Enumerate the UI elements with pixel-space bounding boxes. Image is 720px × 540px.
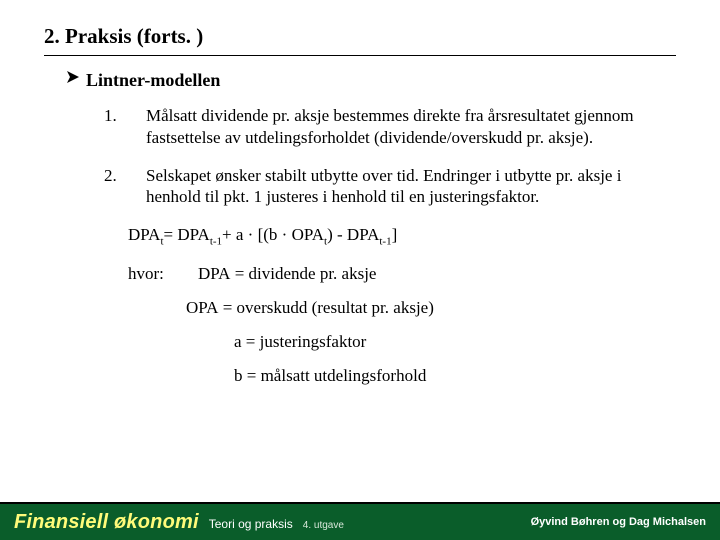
footer-authors: Øyvind Bøhren og Dag Michalsen — [531, 516, 706, 528]
def-rhs: = overskudd (resultat pr. aksje) — [223, 297, 434, 319]
eq-sub: t-1 — [379, 235, 391, 247]
subheading-row: Lintner-modellen — [66, 70, 676, 91]
def-lhs: a — [234, 331, 242, 353]
list-item-text: Selskapet ønsker stabilt utbytte over ti… — [146, 165, 666, 209]
list-item: 2. Selskapet ønsker stabilt utbytte over… — [104, 165, 666, 209]
list-item-number: 2. — [104, 165, 122, 209]
definition-row: b = målsatt utdelingsforhold — [234, 365, 676, 387]
definitions: hvor: DPA = dividende pr. aksje OPA = ov… — [128, 263, 676, 387]
def-lhs: OPA — [186, 297, 218, 319]
list-item-text: Målsatt dividende pr. aksje bestemmes di… — [146, 105, 666, 149]
equation-block: DPAt= DPAt-1+ a · [(b · OPAt) - DPAt-1] … — [128, 224, 676, 387]
eq-var: DPA — [128, 225, 160, 244]
eq-text: + a · [(b · OPA — [222, 225, 324, 244]
def-lhs: DPA — [198, 263, 230, 285]
definition-row: OPA = overskudd (resultat pr. aksje) — [186, 297, 676, 319]
list-item: 1. Målsatt dividende pr. aksje bestemmes… — [104, 105, 666, 149]
eq-text: ] — [392, 225, 398, 244]
footer-brand: Finansiell økonomi — [14, 511, 199, 534]
footer-edition: 4. utgave — [303, 520, 344, 531]
ordered-list: 1. Målsatt dividende pr. aksje bestemmes… — [104, 105, 666, 208]
slide: 2. Praksis (forts. ) Lintner-modellen 1.… — [0, 0, 720, 540]
slide-title: 2. Praksis (forts. ) — [44, 24, 676, 56]
eq-text: ) - DPA — [327, 225, 379, 244]
eq-var: DPA — [177, 225, 209, 244]
eq-sub: t-1 — [210, 235, 222, 247]
def-lhs: b — [234, 365, 243, 387]
def-rhs: = dividende pr. aksje — [235, 263, 377, 285]
definition-row: hvor: DPA = dividende pr. aksje — [128, 263, 676, 285]
footer-bar: Finansiell økonomi Teori og praksis 4. u… — [0, 504, 720, 540]
equation-main: DPAt= DPAt-1+ a · [(b · OPAt) - DPAt-1] — [128, 224, 676, 249]
defs-label: hvor: — [128, 263, 198, 285]
subheading-text: Lintner-modellen — [86, 70, 220, 91]
footer-tag: Teori og praksis — [209, 517, 293, 531]
definition-row: a = justeringsfaktor — [234, 331, 676, 353]
eq-text: = — [164, 225, 178, 244]
def-rhs: = justeringsfaktor — [246, 331, 367, 353]
list-item-number: 1. — [104, 105, 122, 149]
slide-content: 2. Praksis (forts. ) Lintner-modellen 1.… — [0, 0, 720, 387]
def-rhs: = målsatt utdelingsforhold — [247, 365, 427, 387]
footer-left: Finansiell økonomi Teori og praksis 4. u… — [14, 511, 531, 534]
arrow-bullet-icon — [66, 70, 80, 84]
